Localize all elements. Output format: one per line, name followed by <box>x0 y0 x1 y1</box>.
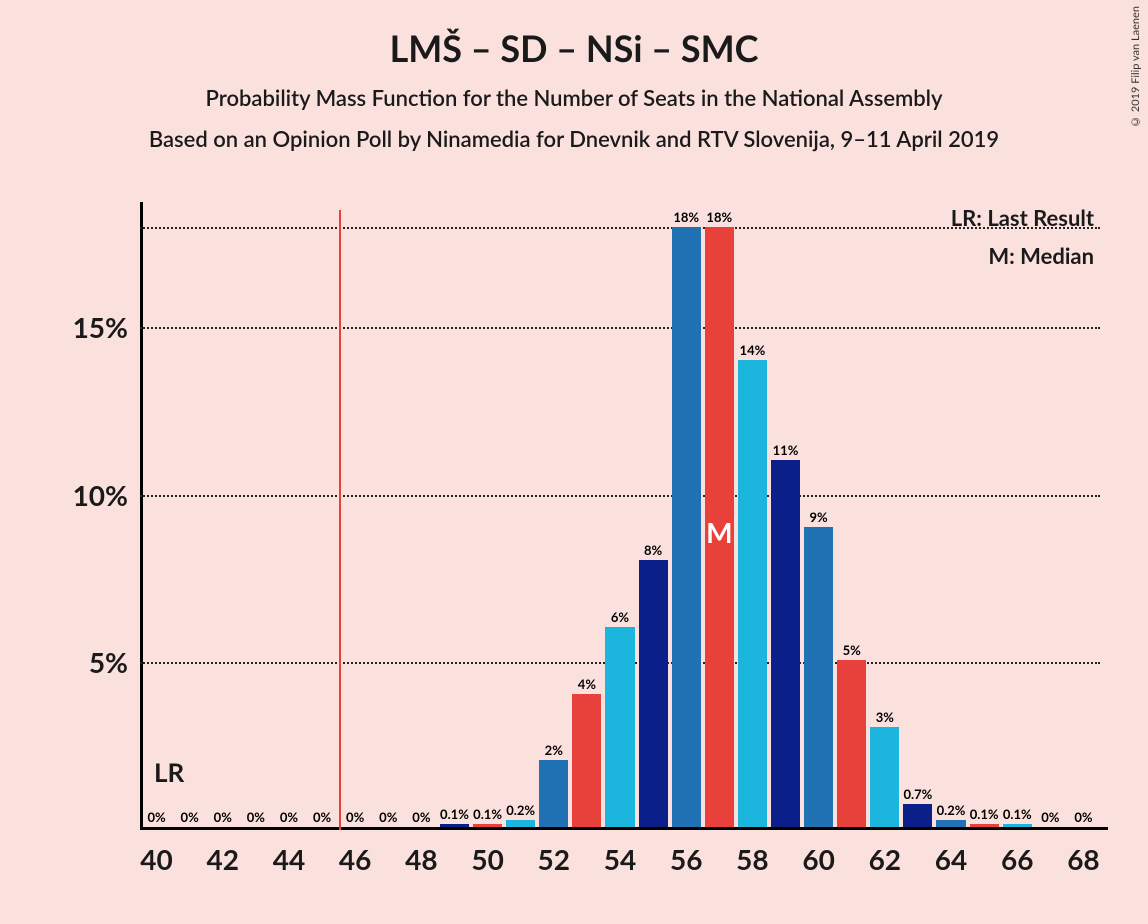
bar-value-label: 0% <box>412 809 430 827</box>
last-result-label: LR <box>154 756 184 788</box>
bar-value-label: 0.2% <box>506 802 535 820</box>
x-tick-label: 46 <box>339 830 371 876</box>
bar-value-label: 9% <box>810 509 828 527</box>
bar-value-label: 4% <box>578 676 596 694</box>
bar: 0.1% <box>970 824 999 827</box>
gridline <box>140 495 1100 497</box>
bar: 14% <box>738 360 767 827</box>
bar-value-label: 0% <box>379 809 397 827</box>
y-tick-label: 5% <box>89 645 140 679</box>
bar: 6% <box>605 627 634 827</box>
x-tick-label: 54 <box>604 830 636 876</box>
bar: 0.2% <box>506 820 535 827</box>
x-tick-label: 66 <box>1001 830 1033 876</box>
x-tick-label: 56 <box>670 830 702 876</box>
median-marker: M <box>706 515 732 549</box>
x-tick-label: 52 <box>538 830 570 876</box>
bar: 4% <box>572 694 601 827</box>
bar-value-label: 0.1% <box>440 806 469 824</box>
x-tick-label: 44 <box>273 830 305 876</box>
bar: 8% <box>639 560 668 827</box>
bar-value-label: 0.7% <box>904 786 933 804</box>
bar: 2% <box>539 760 568 827</box>
bar: 18%M <box>705 227 734 827</box>
x-tick-label: 48 <box>405 830 437 876</box>
y-tick-label: 10% <box>73 478 140 512</box>
bar-value-label: 0.1% <box>1003 806 1032 824</box>
bar-value-label: 0% <box>1041 809 1059 827</box>
x-tick-label: 60 <box>802 830 834 876</box>
last-result-line <box>339 210 341 830</box>
bar-value-label: 18% <box>706 209 732 227</box>
copyright-text: © 2019 Filip van Laenen <box>1129 6 1142 128</box>
chart-title: LMŠ – SD – NSi – SMC <box>0 0 1148 70</box>
bar: 0.7% <box>903 804 932 827</box>
bar: 0.1% <box>440 824 469 827</box>
y-axis-line <box>140 202 143 830</box>
bar-value-label: 0.1% <box>473 806 502 824</box>
bar-value-label: 6% <box>611 609 629 627</box>
bar: 0.1% <box>473 824 502 827</box>
bar-value-label: 0% <box>247 809 265 827</box>
x-tick-label: 62 <box>869 830 901 876</box>
x-tick-label: 58 <box>736 830 768 876</box>
bar-value-label: 0.2% <box>937 802 966 820</box>
y-tick-label: 15% <box>73 310 140 344</box>
bar: 9% <box>804 527 833 827</box>
bar-value-label: 8% <box>644 542 662 560</box>
chart-subtitle-1: Probability Mass Function for the Number… <box>0 70 1148 111</box>
bar: 18% <box>672 227 701 827</box>
legend-last-result: LR: Last Result <box>951 204 1094 231</box>
bar-value-label: 2% <box>545 742 563 760</box>
gridline <box>140 327 1100 329</box>
plot-area: 5%10%15%4042444648505254565860626466680%… <box>140 210 1100 830</box>
bar: 11% <box>771 460 800 827</box>
bar: 3% <box>870 727 899 827</box>
bar-value-label: 0% <box>181 809 199 827</box>
x-tick-label: 42 <box>207 830 239 876</box>
chart-subtitle-2: Based on an Opinion Poll by Ninamedia fo… <box>0 111 1148 152</box>
bar: 5% <box>837 660 866 827</box>
x-tick-label: 64 <box>935 830 967 876</box>
bar: 0.1% <box>1003 824 1032 827</box>
bar-value-label: 0% <box>346 809 364 827</box>
x-tick-label: 68 <box>1067 830 1099 876</box>
legend-median: M: Median <box>988 242 1094 269</box>
bar-value-label: 5% <box>843 642 861 660</box>
x-tick-label: 40 <box>140 830 172 876</box>
bar-value-label: 0% <box>313 809 331 827</box>
bar-value-label: 0% <box>1074 809 1092 827</box>
bar-value-label: 0% <box>214 809 232 827</box>
bar-value-label: 14% <box>740 342 766 360</box>
bar-value-label: 18% <box>673 209 699 227</box>
bar-value-label: 0% <box>147 809 165 827</box>
bar-value-label: 0.1% <box>970 806 999 824</box>
bar-value-label: 3% <box>876 709 894 727</box>
x-tick-label: 50 <box>471 830 503 876</box>
bar-value-label: 11% <box>773 442 799 460</box>
bar-value-label: 0% <box>280 809 298 827</box>
bar: 0.2% <box>936 820 965 827</box>
